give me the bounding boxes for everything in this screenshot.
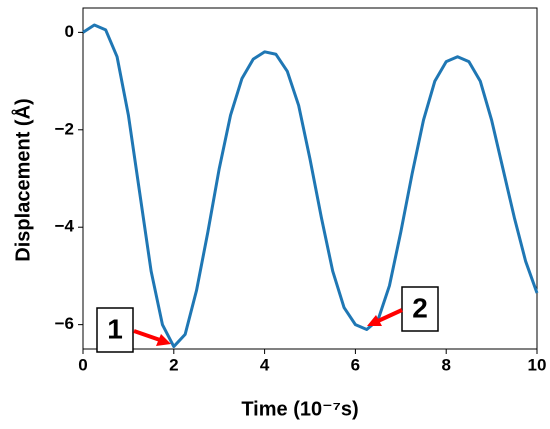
x-tick-label: 10: [528, 355, 547, 374]
y-tick-label: 0: [65, 22, 74, 41]
arrow: [133, 329, 161, 342]
arrow-head: [156, 334, 171, 346]
y-axis-label: Displacement (Å): [10, 98, 34, 261]
arrow: [377, 308, 403, 323]
y-tick-label: −2: [55, 119, 74, 138]
x-tick-label: 0: [78, 355, 87, 374]
x-tick-label: 8: [441, 355, 450, 374]
data-line: [82, 23, 539, 349]
arrow-head: [367, 315, 382, 326]
x-axis-label: Time (10⁻⁷s): [241, 398, 358, 420]
annotation: 2: [412, 292, 428, 323]
plot-area: [82, 23, 539, 349]
y-tick-label: −4: [55, 217, 75, 236]
x-tick-label: 2: [169, 355, 178, 374]
y-tick-label: −6: [55, 314, 74, 333]
annotation-box: [401, 286, 439, 332]
plot-frame: [82, 7, 538, 350]
x-tick-label: 4: [260, 355, 270, 374]
x-tick-label: 6: [351, 355, 360, 374]
annotation: 1: [107, 313, 123, 344]
annotation-box: [96, 307, 134, 353]
